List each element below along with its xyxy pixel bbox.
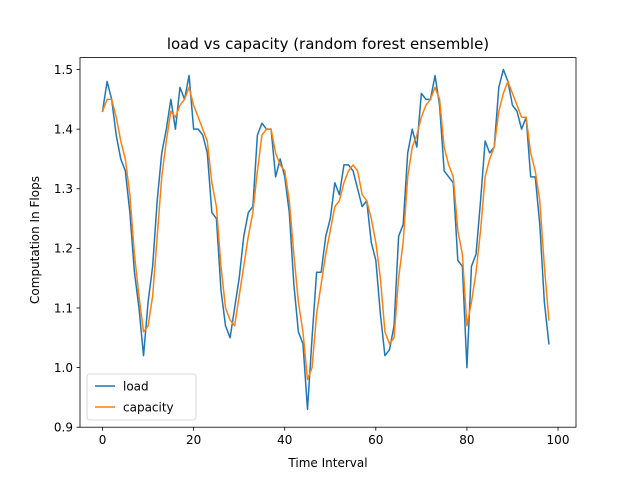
x-tick-label: 100 — [547, 433, 570, 447]
x-axis-label: Time Interval — [287, 456, 367, 470]
y-axis-label: Computation In Flops — [28, 176, 42, 304]
plot-area — [101, 68, 550, 411]
legend-label-capacity: capacity — [123, 401, 174, 415]
y-tick-label: 1.5 — [54, 63, 73, 77]
chart-title: load vs capacity (random forest ensemble… — [167, 35, 489, 53]
x-tick-label: 0 — [99, 433, 107, 447]
x-tick-label: 60 — [368, 433, 383, 447]
x-tick-label: 80 — [459, 433, 474, 447]
y-tick-label: 1.2 — [54, 242, 73, 256]
axes: 0 20 40 60 80 100 0.9 1.0 1.1 1.2 1.3 1.4 1.5 — [54, 57, 577, 447]
y-tick-label: 0.9 — [54, 421, 73, 435]
series-line-capacity — [101, 80, 550, 381]
x-tick-label: 40 — [277, 433, 292, 447]
legend-label-load: load — [123, 380, 149, 394]
y-tick-label: 1.4 — [54, 122, 73, 136]
y-tick-label: 1.0 — [54, 361, 73, 375]
y-tick-label: 1.1 — [54, 301, 73, 315]
legend: load capacity — [86, 373, 197, 421]
x-tick-label: 20 — [186, 433, 201, 447]
axes-frame — [79, 57, 577, 428]
y-tick-label: 1.3 — [54, 182, 73, 196]
